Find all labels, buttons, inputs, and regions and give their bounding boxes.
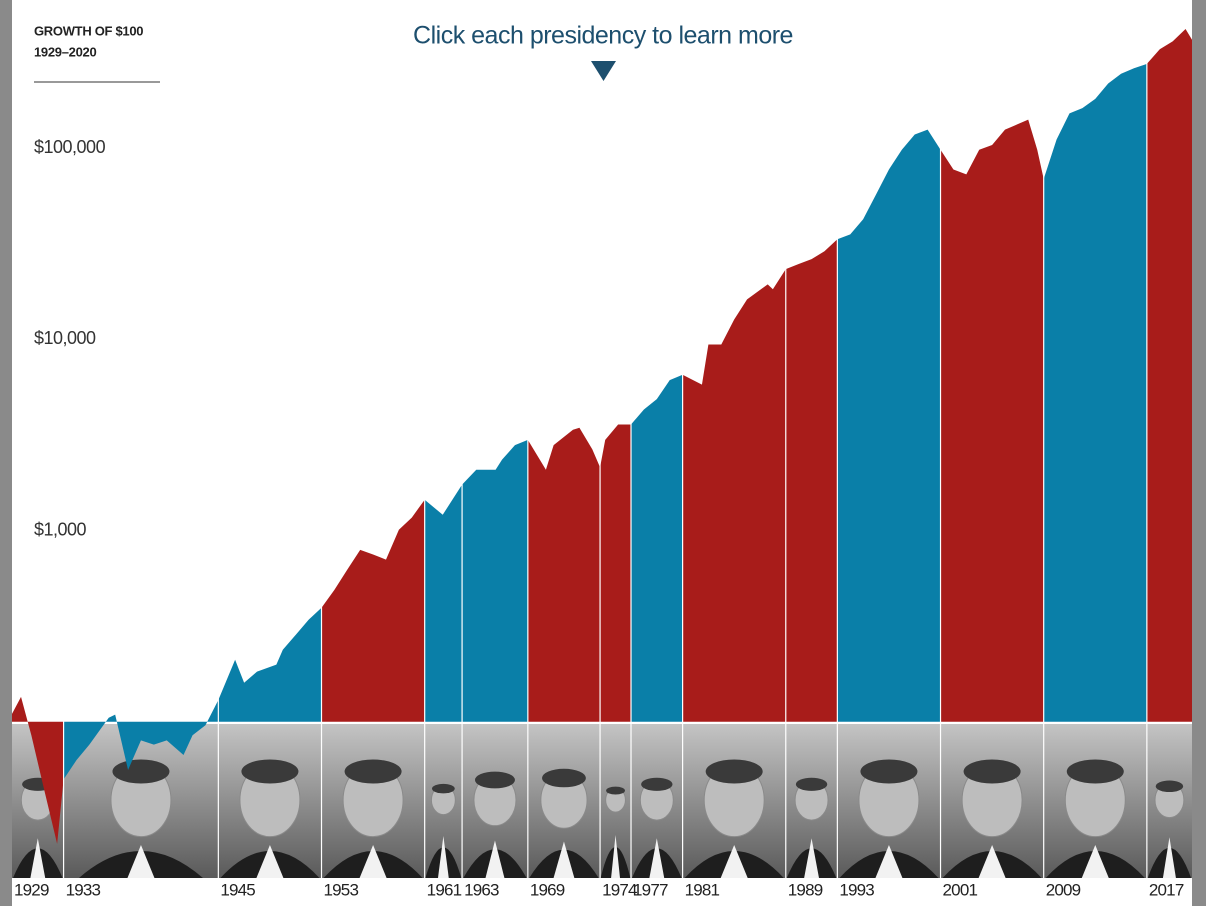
portrait-collar xyxy=(720,845,748,878)
portrait-hair xyxy=(542,768,586,788)
chart-title: GROWTH OF $100 xyxy=(34,23,143,38)
portrait-collar xyxy=(875,845,903,878)
portrait-collar xyxy=(127,845,155,878)
portrait-collar xyxy=(1162,837,1176,878)
right-border xyxy=(1192,0,1206,906)
period-label[interactable]: 2017 xyxy=(1149,880,1185,899)
presidency-area[interactable] xyxy=(462,439,528,722)
portrait-collar xyxy=(611,834,620,878)
portrait-hair xyxy=(474,771,515,789)
portrait-collar xyxy=(485,840,505,878)
y-tick-label: $10,000 xyxy=(34,328,96,348)
portrait-hair xyxy=(344,759,402,784)
presidency-area[interactable] xyxy=(785,239,838,722)
period-label[interactable]: 1953 xyxy=(324,880,360,899)
presidency-area[interactable] xyxy=(631,374,683,722)
presidency-area[interactable] xyxy=(1043,63,1147,722)
annotation: Click each presidency to learn more xyxy=(413,22,793,50)
portrait-hair xyxy=(795,777,828,791)
portrait-hair xyxy=(112,759,170,784)
portrait-collar xyxy=(1081,845,1109,878)
portrait-collar xyxy=(804,838,819,878)
period-label[interactable]: 1974 xyxy=(602,880,638,899)
portrait-hair xyxy=(641,777,673,791)
period-label[interactable]: 1945 xyxy=(220,880,256,899)
portrait-collar xyxy=(437,835,449,878)
presidency-area[interactable] xyxy=(940,119,1044,722)
y-tick-label: $100,000 xyxy=(34,137,106,157)
presidency-area[interactable] xyxy=(682,269,786,722)
presidency-area[interactable] xyxy=(63,700,219,780)
period-label[interactable]: 2009 xyxy=(1046,880,1082,899)
presidency-area[interactable] xyxy=(424,484,463,722)
portrait-collar xyxy=(30,838,46,878)
annotation-arrow xyxy=(591,61,616,81)
period-label[interactable]: 1929 xyxy=(14,880,50,899)
presidency-area[interactable] xyxy=(12,696,64,844)
portrait-hair xyxy=(1155,780,1184,793)
portrait-hair xyxy=(860,759,918,784)
period-label[interactable]: 1993 xyxy=(839,880,875,899)
portrait-hair xyxy=(606,786,625,795)
period-label[interactable]: 1961 xyxy=(427,880,463,899)
chart-subtitle: 1929–2020 xyxy=(34,44,96,59)
left-border xyxy=(0,0,12,906)
presidency-area[interactable] xyxy=(600,424,632,722)
period-label[interactable]: 1989 xyxy=(788,880,824,899)
presidency-area[interactable] xyxy=(527,427,601,722)
portrait-collar xyxy=(553,841,575,878)
presidency-area[interactable] xyxy=(321,499,425,722)
period-label[interactable]: 2001 xyxy=(943,880,979,899)
presidency-area[interactable] xyxy=(1146,29,1192,722)
period-label[interactable]: 1963 xyxy=(464,880,500,899)
portrait-hair xyxy=(432,783,455,794)
portrait-collar xyxy=(978,845,1006,878)
period-label[interactable]: 1981 xyxy=(685,880,721,899)
portrait-collar xyxy=(256,845,284,878)
portrait-hair xyxy=(963,759,1021,784)
areas xyxy=(12,0,1192,878)
portrait-collar xyxy=(359,845,387,878)
portrait-hair xyxy=(1066,759,1124,784)
period-label[interactable]: 1969 xyxy=(530,880,566,899)
period-label[interactable]: 1933 xyxy=(66,880,102,899)
portrait-hair xyxy=(241,759,299,784)
presidency-area[interactable] xyxy=(218,607,322,722)
period-label[interactable]: 1977 xyxy=(633,880,669,899)
presidency-area[interactable] xyxy=(837,129,941,722)
portrait-hair xyxy=(705,759,763,784)
y-tick-label: $1,000 xyxy=(34,519,87,539)
portrait-collar xyxy=(649,838,665,878)
